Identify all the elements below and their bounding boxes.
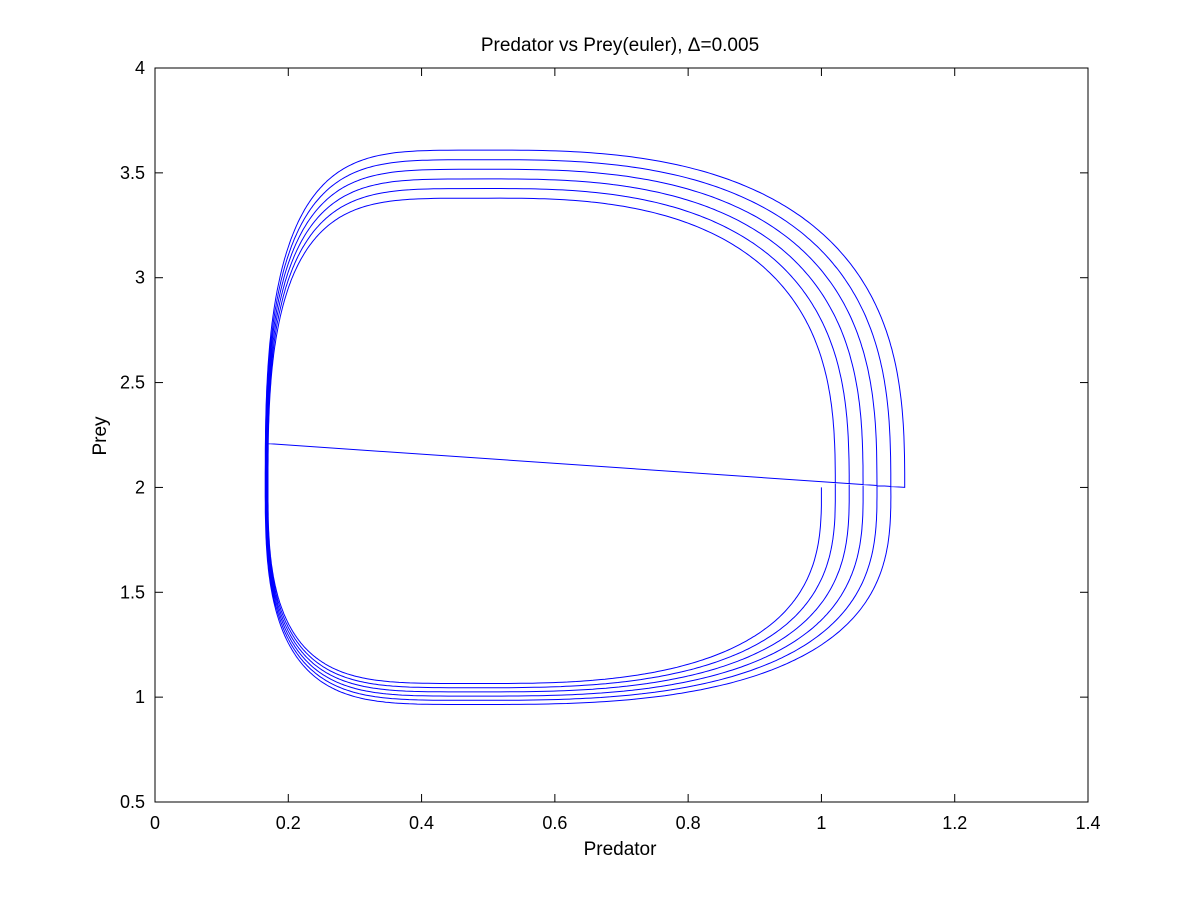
x-tick-label: 1.4 — [1075, 813, 1100, 833]
x-axis-ticks: 0 0.2 0.4 0.6 0.8 1 1.2 1.4 — [150, 68, 1101, 833]
x-tick-label: 0.6 — [542, 813, 567, 833]
y-tick-label: 1 — [135, 687, 145, 707]
chart-title: Predator vs Prey(euler), Δ=0.005 — [481, 35, 759, 56]
x-tick-label: 1 — [816, 813, 826, 833]
x-tick-label: 0.8 — [676, 813, 701, 833]
x-tick-label: 1.2 — [942, 813, 967, 833]
y-tick-label: 4 — [135, 58, 145, 78]
trajectory-group — [264, 149, 906, 705]
trajectory-line — [264, 149, 906, 705]
y-tick-label: 2.5 — [120, 373, 145, 393]
x-axis-label: Predator — [584, 839, 658, 860]
y-tick-label: 3.5 — [120, 163, 145, 183]
axes-box — [154, 67, 1089, 803]
y-tick-label: 2 — [135, 477, 145, 497]
y-axis-label: Prey — [90, 416, 111, 456]
y-tick-label: 0.5 — [120, 792, 145, 812]
plot-area: 0 0.2 0.4 0.6 0.8 1 1.2 1.4 0.5 1 1.5 2 2.5 3 3.5 4 — [120, 58, 1101, 833]
x-tick-label: 0.2 — [276, 813, 301, 833]
y-tick-label: 1.5 — [120, 582, 145, 602]
y-axis-ticks: 0.5 1 1.5 2 2.5 3 3.5 4 — [120, 58, 1088, 812]
x-tick-label: 0 — [150, 813, 160, 833]
x-tick-label: 0.4 — [409, 813, 434, 833]
y-tick-label: 3 — [135, 268, 145, 288]
